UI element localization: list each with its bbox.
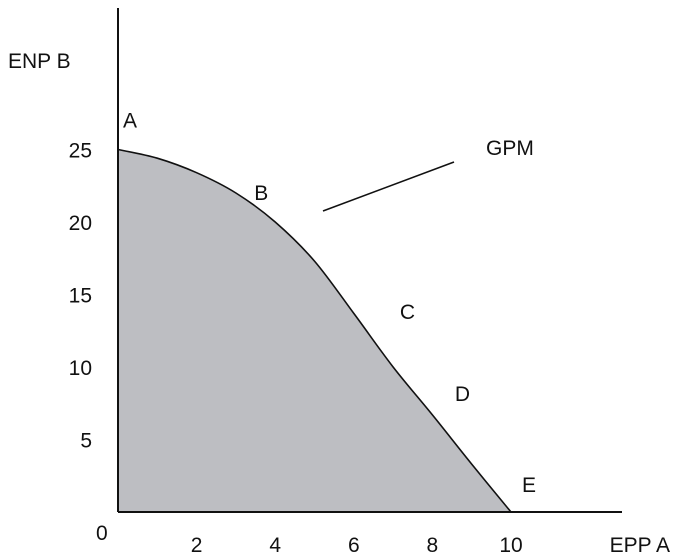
point-label-b: B (254, 182, 268, 205)
x-tick-label: 2 (191, 534, 203, 557)
origin-label: 0 (96, 522, 108, 545)
x-tick-label: 8 (427, 534, 439, 557)
x-tick-label: 10 (499, 534, 522, 557)
x-tick-label: 4 (269, 534, 281, 557)
y-tick-label: 25 (69, 140, 92, 163)
y-tick-label: 5 (80, 430, 92, 453)
point-label-c: C (400, 301, 415, 324)
y-tick-labels: 5 10 15 20 25 (69, 140, 92, 453)
x-tick-labels: 2 4 6 8 10 (191, 534, 523, 557)
point-label-d: D (455, 383, 470, 406)
x-axis-label: EPP A (610, 534, 670, 557)
y-tick-label: 15 (69, 285, 92, 308)
point-label-a: A (123, 110, 137, 133)
point-labels: A B C D E (123, 110, 536, 498)
feasible-region (118, 149, 511, 512)
y-tick-label: 20 (69, 212, 92, 235)
point-label-e: E (522, 474, 536, 497)
y-tick-label: 10 (69, 357, 92, 380)
gpm-pointer-line (322, 161, 455, 212)
production-possibility-curve (117, 148, 512, 513)
y-axis-label: ENP B (8, 50, 71, 73)
gpm-label: GPM (486, 137, 534, 160)
x-tick-label: 6 (348, 534, 360, 557)
